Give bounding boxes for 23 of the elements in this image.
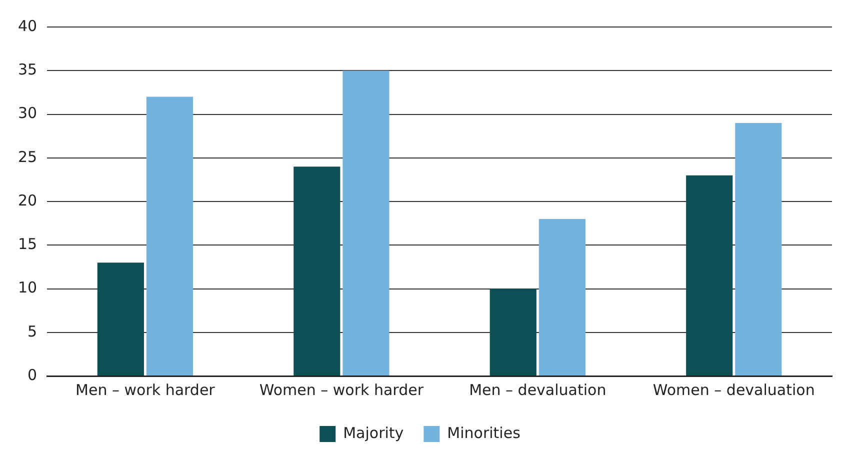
bar	[735, 122, 782, 376]
y-tick-label: 5	[28, 322, 38, 340]
x-tick-label: Women – devaluation	[652, 380, 815, 399]
bar	[538, 218, 586, 376]
legend-label: Majority	[343, 424, 404, 442]
legend-label: Minorities	[447, 424, 521, 442]
x-tick-label: Women – work harder	[259, 380, 424, 399]
bar	[342, 70, 390, 376]
bar	[97, 262, 144, 376]
y-tick-label: 10	[18, 278, 38, 297]
y-tick-label: 25	[18, 148, 38, 166]
y-tick-label: 15	[18, 235, 38, 254]
bar	[294, 166, 340, 376]
bar	[146, 96, 194, 376]
y-tick-label: 20	[18, 191, 38, 210]
y-tick-label: 30	[18, 104, 38, 122]
y-tick-label: 35	[18, 60, 38, 79]
y-tick-label: 0	[28, 366, 38, 384]
bar	[490, 288, 536, 376]
x-tick-label: Men – devaluation	[469, 380, 606, 399]
bar	[686, 175, 733, 376]
y-tick-label: 40	[18, 16, 38, 35]
x-tick-label: Men – work harder	[76, 380, 216, 399]
